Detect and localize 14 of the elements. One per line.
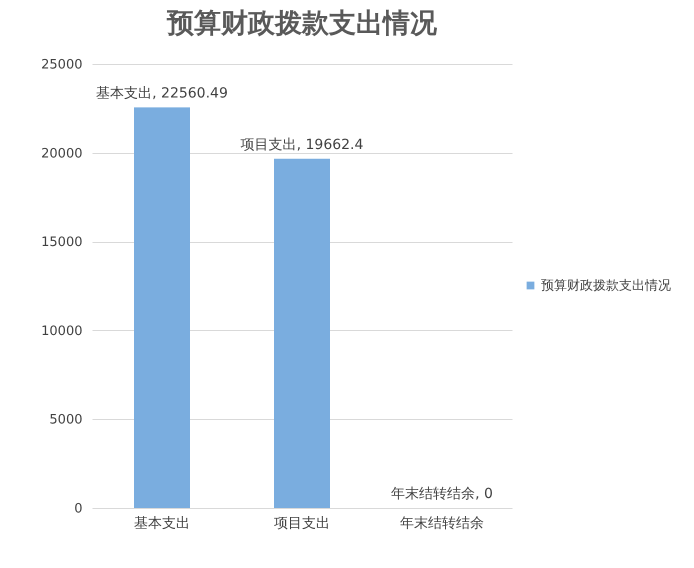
y-tick-label: 10000 — [41, 324, 82, 339]
y-tick-label: 15000 — [41, 235, 82, 250]
x-tick-label: 基本支出 — [134, 516, 190, 532]
y-tick-label: 5000 — [49, 412, 82, 428]
data-label: 基本支出, 22560.49 — [96, 85, 228, 102]
x-tick-label: 项目支出 — [274, 516, 330, 532]
y-tick-label: 0 — [74, 502, 82, 516]
y-tick-label: 25000 — [41, 58, 82, 72]
x-tick-label: 年末结转结余 — [400, 516, 484, 532]
y-tick-label: 20000 — [41, 146, 82, 162]
chart-title: 预算财政拨款支出情况 — [166, 8, 438, 38]
legend-label: 预算财政拨款支出情况 — [541, 278, 671, 294]
data-label: 年末结转结余, 0 — [391, 486, 493, 502]
data-label: 项目支出, 19662.4 — [240, 136, 364, 153]
